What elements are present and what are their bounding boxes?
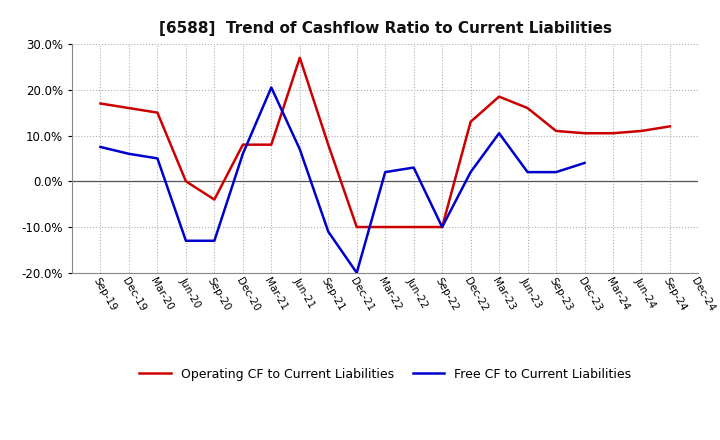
Line: Operating CF to Current Liabilities: Operating CF to Current Liabilities bbox=[101, 58, 670, 227]
Operating CF to Current Liabilities bbox=[637, 128, 646, 134]
Operating CF to Current Liabilities bbox=[210, 197, 219, 202]
Operating CF to Current Liabilities bbox=[467, 119, 475, 125]
Line: Free CF to Current Liabilities: Free CF to Current Liabilities bbox=[101, 88, 585, 273]
Free CF to Current Liabilities bbox=[552, 169, 560, 175]
Free CF to Current Liabilities bbox=[352, 270, 361, 275]
Operating CF to Current Liabilities bbox=[125, 106, 133, 111]
Operating CF to Current Liabilities bbox=[96, 101, 105, 106]
Operating CF to Current Liabilities bbox=[495, 94, 503, 99]
Free CF to Current Liabilities bbox=[96, 144, 105, 150]
Operating CF to Current Liabilities bbox=[381, 224, 390, 230]
Operating CF to Current Liabilities bbox=[580, 131, 589, 136]
Operating CF to Current Liabilities bbox=[523, 106, 532, 111]
Legend: Operating CF to Current Liabilities, Free CF to Current Liabilities: Operating CF to Current Liabilities, Fre… bbox=[135, 363, 636, 385]
Free CF to Current Liabilities bbox=[324, 229, 333, 234]
Operating CF to Current Liabilities bbox=[438, 224, 446, 230]
Free CF to Current Liabilities bbox=[523, 169, 532, 175]
Operating CF to Current Liabilities bbox=[665, 124, 674, 129]
Operating CF to Current Liabilities bbox=[608, 131, 617, 136]
Free CF to Current Liabilities bbox=[210, 238, 219, 243]
Free CF to Current Liabilities bbox=[467, 169, 475, 175]
Operating CF to Current Liabilities bbox=[410, 224, 418, 230]
Free CF to Current Liabilities bbox=[495, 131, 503, 136]
Operating CF to Current Liabilities bbox=[153, 110, 162, 115]
Operating CF to Current Liabilities bbox=[181, 179, 190, 184]
Operating CF to Current Liabilities bbox=[352, 224, 361, 230]
Operating CF to Current Liabilities bbox=[295, 55, 304, 60]
Free CF to Current Liabilities bbox=[125, 151, 133, 157]
Operating CF to Current Liabilities bbox=[324, 142, 333, 147]
Free CF to Current Liabilities bbox=[438, 224, 446, 230]
Free CF to Current Liabilities bbox=[153, 156, 162, 161]
Free CF to Current Liabilities bbox=[267, 85, 276, 90]
Operating CF to Current Liabilities bbox=[238, 142, 247, 147]
Operating CF to Current Liabilities bbox=[552, 128, 560, 134]
Free CF to Current Liabilities bbox=[381, 169, 390, 175]
Operating CF to Current Liabilities bbox=[267, 142, 276, 147]
Free CF to Current Liabilities bbox=[238, 151, 247, 157]
Free CF to Current Liabilities bbox=[580, 160, 589, 165]
Free CF to Current Liabilities bbox=[295, 147, 304, 152]
Free CF to Current Liabilities bbox=[410, 165, 418, 170]
Title: [6588]  Trend of Cashflow Ratio to Current Liabilities: [6588] Trend of Cashflow Ratio to Curren… bbox=[158, 21, 612, 36]
Free CF to Current Liabilities bbox=[181, 238, 190, 243]
